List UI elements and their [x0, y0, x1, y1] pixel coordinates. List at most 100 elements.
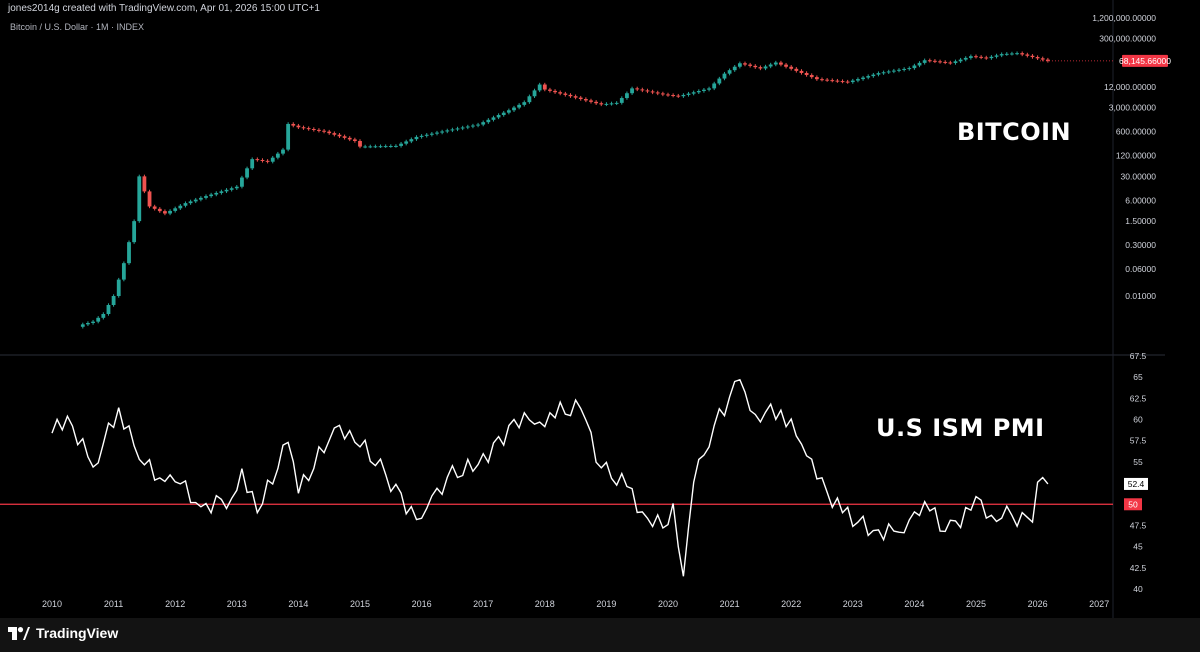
candle-body: [229, 188, 234, 190]
candle-body: [429, 133, 434, 135]
candle-body: [1004, 53, 1009, 55]
candle-body: [476, 124, 480, 126]
candle-body: [517, 104, 522, 108]
price-tick-label: 0.06000: [1125, 264, 1156, 274]
candle-body: [922, 60, 927, 63]
candle-body: [101, 314, 106, 318]
time-tick-label: 2012: [165, 599, 185, 609]
candle-body: [214, 192, 219, 195]
time-tick-label: 2020: [658, 599, 678, 609]
pmi-tick-label: 65: [1133, 372, 1143, 382]
candle-body: [763, 66, 768, 69]
candle-body: [553, 90, 557, 93]
candle-body: [968, 56, 973, 58]
candle-body: [712, 83, 717, 89]
candle-body: [856, 79, 860, 81]
candle-body: [1035, 57, 1040, 59]
candle-body: [984, 57, 989, 59]
candle-body: [424, 134, 429, 136]
pmi-tick-label: 55: [1133, 457, 1143, 467]
price-tick-label: 6.00000: [1125, 195, 1156, 205]
candle-body: [142, 176, 147, 192]
pmi-tick-label: 67.5: [1130, 351, 1147, 361]
candle-body: [106, 305, 111, 314]
candle-body: [912, 65, 917, 69]
time-tick-label: 2014: [288, 599, 308, 609]
candle-body: [814, 77, 819, 80]
candle-body: [948, 62, 953, 64]
time-tick-label: 2021: [720, 599, 740, 609]
candle-body: [1045, 59, 1050, 61]
price-tick-label: 600.00000: [1116, 127, 1156, 137]
candle-body: [881, 72, 886, 74]
candle-body: [506, 110, 511, 113]
candle-body: [445, 130, 450, 132]
price-tick-label: 12,000.00000: [1104, 82, 1156, 92]
candle-body: [332, 133, 337, 135]
last-price-badge: [1122, 54, 1168, 67]
time-axis[interactable]: 2010 2011 2012 2013 2014 2015 2016 2017 2018 2019…: [42, 599, 1109, 609]
pmi-value-axis[interactable]: 67.5 65 62.5 60 57.5 55 47.5 45 42.5 40 50 52.4: [1124, 351, 1148, 594]
candle-body: [137, 176, 142, 222]
candle-body: [455, 128, 460, 130]
candle-body: [250, 159, 255, 169]
candle-body: [378, 146, 383, 148]
candle-body: [809, 75, 814, 78]
candle-body: [209, 194, 214, 197]
candle-body: [650, 91, 655, 93]
chart-canvas[interactable]: 1,200,000.00000 300,000.00000 12,000.00000…: [0, 0, 1200, 618]
candle-body: [835, 80, 840, 82]
tradingview-brand[interactable]: TradingView: [8, 625, 118, 641]
candle-body: [111, 296, 116, 306]
chart-attribution: jones2014g created with TradingView.com,…: [8, 3, 320, 14]
candle-body: [666, 94, 670, 96]
pmi-last-value-badge: [1124, 477, 1148, 490]
candle-body: [583, 99, 588, 101]
candle-body: [147, 191, 152, 207]
candle-body: [753, 65, 758, 68]
candle-body: [840, 81, 845, 83]
candle-body: [281, 149, 285, 154]
candle-body: [707, 88, 711, 90]
candle-body: [902, 68, 907, 70]
time-tick-label: 2025: [966, 599, 986, 609]
pmi-tick-label: 57.5: [1130, 436, 1147, 446]
candle-body: [1030, 55, 1035, 58]
candle-body: [532, 90, 537, 97]
candle-body: [178, 205, 183, 209]
candle-body: [784, 64, 788, 67]
candle-body: [270, 157, 275, 162]
candle-body: [1040, 58, 1045, 60]
candle-body: [768, 64, 773, 67]
candle-body: [691, 92, 696, 94]
price-tick-label: 3,000.00000: [1109, 103, 1157, 113]
pmi-last-value-label: 52.4: [1128, 479, 1145, 489]
candle-body: [676, 95, 681, 97]
candle-body: [306, 128, 311, 130]
candle-body: [168, 210, 172, 214]
time-tick-label: 2027: [1089, 599, 1109, 609]
candle-body: [850, 80, 855, 83]
candle-body: [743, 63, 747, 65]
candle-body: [327, 131, 332, 134]
candle-body: [979, 56, 984, 58]
candle-body: [481, 122, 486, 125]
bitcoin-price-axis[interactable]: 1,200,000.00000 300,000.00000 12,000.00000…: [1040, 13, 1171, 301]
candle-body: [121, 263, 126, 280]
time-tick-label: 2022: [781, 599, 801, 609]
candle-body: [491, 117, 496, 120]
time-tick-label: 2019: [596, 599, 616, 609]
candle-body: [640, 89, 645, 91]
pmi-tick-label: 42.5: [1130, 563, 1147, 573]
candle-body: [635, 88, 640, 90]
pmi-tick-label: 60: [1133, 415, 1143, 425]
candle-body: [1010, 53, 1014, 55]
candle-body: [1020, 53, 1025, 55]
candle-body: [645, 90, 650, 92]
candle-body: [542, 84, 547, 90]
symbol-description: Bitcoin / U.S. Dollar · 1M · INDEX: [10, 22, 145, 32]
candle-body: [671, 95, 676, 97]
tradingview-logo-icon: [8, 626, 30, 640]
candle-body: [198, 197, 203, 200]
time-tick-label: 2011: [104, 599, 123, 609]
